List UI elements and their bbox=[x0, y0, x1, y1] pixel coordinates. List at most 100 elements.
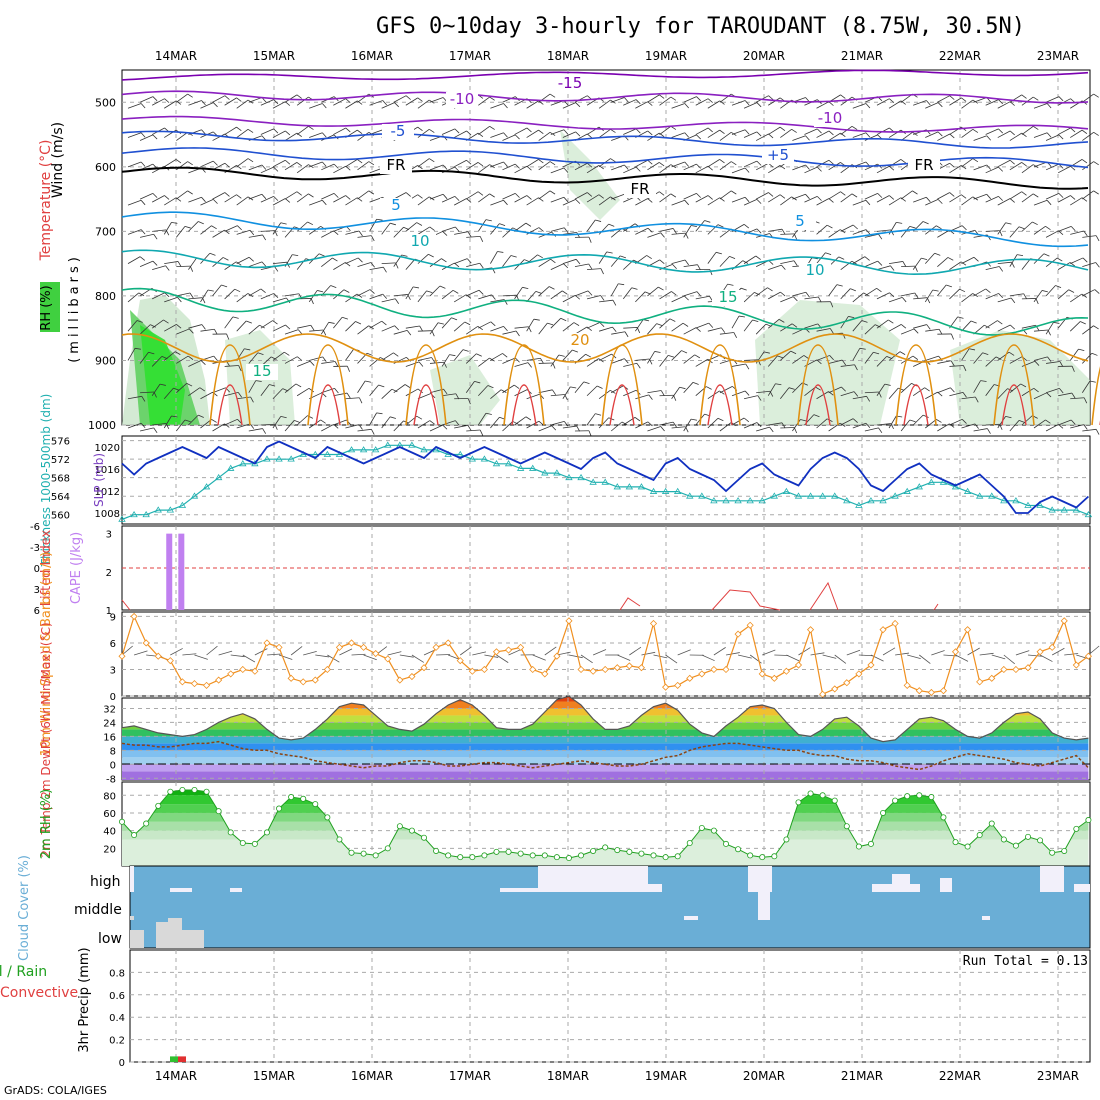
wind-barb bbox=[417, 196, 430, 206]
wind-barb-flag bbox=[620, 255, 627, 259]
wind-barb bbox=[478, 96, 490, 106]
wind-barb-flag bbox=[285, 101, 291, 106]
contour-label: -15 bbox=[558, 74, 583, 92]
wind-barb bbox=[924, 252, 935, 264]
wind-barb bbox=[260, 384, 270, 396]
wind10m-marker bbox=[166, 657, 174, 665]
wind-barb-flag bbox=[184, 419, 191, 423]
wind-barb-flag bbox=[186, 383, 193, 387]
wind10m-marker bbox=[1036, 648, 1044, 656]
wind-barb bbox=[454, 424, 468, 429]
wind-barb bbox=[345, 348, 354, 361]
wind-barb bbox=[139, 260, 154, 268]
wind-barb-flag bbox=[522, 286, 529, 290]
contour-label-bg bbox=[762, 148, 794, 164]
wind-barb bbox=[840, 96, 853, 106]
wind-barb-flag bbox=[199, 387, 206, 392]
wind-barb bbox=[490, 103, 504, 109]
wind-barb-flag bbox=[865, 103, 871, 109]
wind-barb-flag bbox=[455, 393, 460, 400]
wind-barb bbox=[357, 161, 370, 171]
wind-barb-flag bbox=[660, 426, 665, 432]
wind-barb-flag bbox=[1081, 159, 1088, 164]
wind-barb bbox=[997, 297, 1012, 303]
wind-barb-flag bbox=[1008, 351, 1015, 356]
wind10m-marker bbox=[565, 617, 573, 625]
wind-barb bbox=[973, 193, 987, 200]
wind-barb bbox=[526, 159, 539, 168]
thickness-markers bbox=[118, 441, 1093, 522]
wind10m-barb bbox=[351, 653, 366, 656]
pressure-tick-label: 1000 bbox=[88, 419, 116, 432]
wind-barb bbox=[671, 426, 686, 429]
wind-barb bbox=[538, 258, 551, 267]
wind-barb bbox=[550, 227, 565, 232]
wind-barb bbox=[1082, 428, 1097, 432]
wind-barb bbox=[635, 159, 648, 168]
wind10m-marker bbox=[613, 664, 621, 672]
diurnal-contour bbox=[797, 344, 839, 426]
wind-barb-flag bbox=[980, 380, 987, 382]
wind-barb-flag bbox=[1093, 190, 1099, 195]
wind-barb bbox=[792, 135, 806, 141]
wind-barb bbox=[1082, 131, 1094, 141]
wind-barb bbox=[176, 190, 188, 200]
wind-barb bbox=[164, 261, 179, 265]
wind-barb bbox=[236, 423, 251, 429]
wind-barb bbox=[284, 162, 298, 171]
wind-barb bbox=[514, 165, 528, 174]
wind-barb bbox=[635, 227, 649, 235]
wind-barb bbox=[176, 292, 191, 297]
rh2m-marker bbox=[360, 850, 367, 857]
wind-barb-flag bbox=[889, 165, 895, 171]
wind10m-barb bbox=[955, 654, 969, 662]
wind-barb bbox=[393, 420, 404, 432]
thickness-marker bbox=[867, 497, 875, 504]
wind-barb bbox=[695, 127, 709, 135]
rh2m-ylabel: 2m RH (%) bbox=[39, 789, 54, 860]
wind-barb-flag bbox=[937, 131, 943, 137]
wind10m-marker bbox=[1000, 665, 1008, 674]
wind-barb bbox=[1070, 129, 1083, 138]
wind-ylabel: Wind (m/s) bbox=[50, 122, 66, 198]
wind-barb-flag bbox=[308, 193, 314, 198]
wind-barb bbox=[744, 359, 759, 361]
wind-barb bbox=[731, 315, 740, 329]
wind-barb bbox=[369, 384, 379, 396]
wind-barb bbox=[538, 389, 553, 394]
wind-barb bbox=[478, 125, 490, 135]
wind-barb-flag bbox=[365, 380, 372, 383]
thickness-marker bbox=[492, 460, 501, 467]
wind-barb bbox=[635, 291, 646, 303]
wind-barb-flag bbox=[1046, 132, 1052, 138]
wind-barb-flag bbox=[841, 386, 846, 392]
wind-barb bbox=[683, 418, 692, 432]
wind-barb-flag bbox=[949, 95, 955, 100]
wind-barb-flag bbox=[391, 388, 398, 393]
wind-barb bbox=[768, 97, 781, 106]
wind-barb-flag bbox=[320, 419, 326, 424]
wind-barb bbox=[623, 166, 637, 174]
thickness-marker bbox=[384, 441, 392, 448]
wind-barb-flag bbox=[926, 100, 931, 106]
wind10m-marker bbox=[758, 670, 766, 678]
wind-barb-flag bbox=[936, 419, 942, 423]
wind-barb bbox=[961, 99, 974, 109]
temp-band bbox=[122, 729, 1089, 737]
wind-barb-flag bbox=[389, 416, 396, 419]
wind-barb-flag bbox=[791, 323, 798, 328]
wind-barb-flag bbox=[503, 132, 508, 138]
wind-barb bbox=[719, 131, 732, 141]
wind-barb-flag bbox=[890, 265, 895, 271]
wind-barb bbox=[852, 132, 867, 138]
wind-barb bbox=[937, 387, 951, 394]
wind10m-marker bbox=[347, 639, 356, 647]
wind-barb bbox=[405, 97, 418, 106]
wind10m-marker bbox=[1048, 643, 1056, 651]
wind-barb bbox=[151, 195, 165, 203]
wind10m-tick: 9 bbox=[110, 612, 116, 623]
wind-barb-flag bbox=[777, 355, 784, 359]
wind-barb bbox=[260, 196, 274, 203]
wind-barb bbox=[743, 292, 755, 303]
